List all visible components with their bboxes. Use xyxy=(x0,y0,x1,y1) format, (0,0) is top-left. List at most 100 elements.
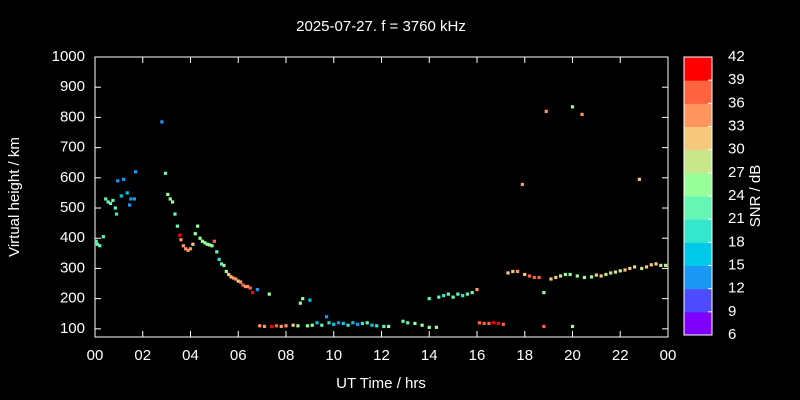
data-point xyxy=(527,274,532,278)
colorbar-band xyxy=(684,196,712,220)
data-point xyxy=(239,280,243,284)
data-point xyxy=(324,315,329,319)
data-point xyxy=(570,324,575,329)
data-point xyxy=(267,292,271,296)
data-point xyxy=(270,324,274,329)
data-point xyxy=(360,321,364,326)
data-point xyxy=(320,323,324,327)
x-tick-label: 02 xyxy=(134,347,151,364)
colorbar-band xyxy=(684,219,712,243)
data-point xyxy=(250,290,255,295)
y-tick-label: 200 xyxy=(60,290,85,307)
y-tick-label: 700 xyxy=(60,139,85,156)
data-point xyxy=(632,265,637,269)
colorbar-tick-label: 12 xyxy=(728,280,745,297)
data-point xyxy=(236,279,240,283)
data-point xyxy=(212,239,216,243)
data-point xyxy=(208,243,212,247)
colorbar-band xyxy=(684,288,712,313)
data-point xyxy=(582,275,587,280)
data-point xyxy=(104,197,108,201)
data-point xyxy=(227,272,231,277)
data-point xyxy=(170,200,175,204)
data-point xyxy=(258,324,262,328)
colorbar-tick-label: 36 xyxy=(728,94,745,111)
data-point xyxy=(537,275,541,280)
data-point xyxy=(542,324,546,329)
data-point xyxy=(477,321,481,325)
data-point xyxy=(413,321,417,326)
x-tick-label: 14 xyxy=(421,347,438,364)
data-point xyxy=(217,257,221,261)
y-tick-label: 500 xyxy=(60,199,85,216)
data-point xyxy=(613,270,618,274)
x-tick-label: 20 xyxy=(564,347,581,364)
data-point xyxy=(296,324,300,328)
x-tick-label: 08 xyxy=(278,347,295,364)
y-tick-label: 600 xyxy=(60,169,85,186)
data-point xyxy=(168,197,172,201)
data-point xyxy=(441,294,446,298)
data-point xyxy=(248,286,252,290)
data-point xyxy=(563,272,567,277)
data-point xyxy=(609,271,613,275)
data-point xyxy=(370,323,374,327)
data-point xyxy=(200,239,205,243)
y-tick-label: 300 xyxy=(60,259,85,276)
data-point xyxy=(215,250,219,254)
colorbar-tick-label: 42 xyxy=(728,48,745,65)
data-point xyxy=(113,206,117,210)
data-point xyxy=(129,197,133,201)
y-tick-label: 1000 xyxy=(52,48,85,65)
data-point xyxy=(219,262,224,266)
data-point xyxy=(284,324,288,328)
data-point xyxy=(523,272,527,277)
data-point xyxy=(640,266,644,271)
data-point xyxy=(604,272,608,277)
data-point xyxy=(181,244,185,248)
data-point xyxy=(175,224,179,228)
data-point xyxy=(618,269,622,273)
y-tick-label: 100 xyxy=(60,320,85,337)
data-point xyxy=(475,287,479,292)
data-point xyxy=(119,194,123,198)
data-point xyxy=(301,297,305,301)
data-point xyxy=(188,247,193,251)
data-point xyxy=(351,321,355,325)
colorbar-band xyxy=(684,80,712,104)
data-point xyxy=(532,275,536,280)
colorbar-band xyxy=(684,265,712,290)
x-tick-label: 22 xyxy=(612,347,629,364)
data-point xyxy=(542,290,546,295)
data-point xyxy=(224,269,228,274)
x-axis-label: UT Time / hrs xyxy=(336,375,426,392)
data-point xyxy=(178,233,182,237)
data-point xyxy=(229,275,233,279)
x-tick-label: 12 xyxy=(373,347,390,364)
data-point xyxy=(427,297,431,301)
colorbar-tick-label: 18 xyxy=(728,233,745,250)
data-point xyxy=(179,238,183,242)
colorbar-band xyxy=(684,57,712,81)
data-point xyxy=(114,212,119,216)
data-point xyxy=(122,177,126,181)
data-point xyxy=(520,182,524,187)
colorbar-tick-label: 24 xyxy=(728,187,745,204)
data-point xyxy=(305,324,310,328)
data-point xyxy=(116,179,120,183)
chart-title: 2025-07-27. f = 3760 kHz xyxy=(296,18,466,35)
colorbar-band xyxy=(684,242,712,266)
data-point xyxy=(95,242,99,246)
data-point xyxy=(644,265,649,269)
data-point xyxy=(106,200,110,204)
data-point xyxy=(437,295,441,299)
x-tick-label: 18 xyxy=(516,347,533,364)
data-point xyxy=(511,269,515,274)
data-point xyxy=(108,201,113,206)
data-point xyxy=(279,324,283,329)
data-point xyxy=(664,263,668,268)
data-point xyxy=(558,274,563,278)
data-point xyxy=(315,321,319,325)
data-point xyxy=(231,276,236,280)
